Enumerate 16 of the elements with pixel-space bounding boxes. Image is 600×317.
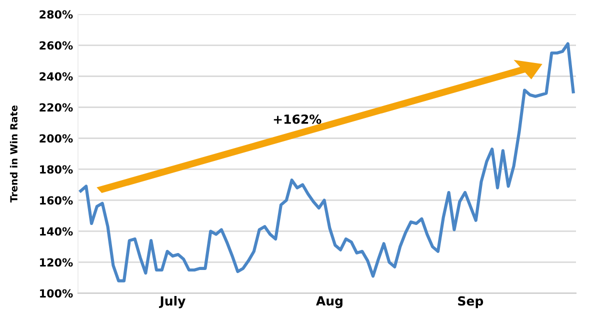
y-tick-label: 120% xyxy=(40,258,73,267)
y-tick-label: 240% xyxy=(40,72,73,81)
y-tick-label: 180% xyxy=(40,165,73,174)
x-tick-label: Aug xyxy=(316,296,342,308)
annotation: +162% xyxy=(274,114,322,124)
x-tick-label: July xyxy=(159,296,186,308)
y-tick-label: 160% xyxy=(40,196,73,205)
y-tick-label: 260% xyxy=(40,41,73,50)
y-tick-label: 100% xyxy=(40,289,73,298)
x-tick-label: Sep xyxy=(458,296,484,308)
y-tick-label: 140% xyxy=(40,227,73,236)
y-axis-title: Trend in Win Rate xyxy=(10,105,18,202)
y-tick-label: 200% xyxy=(40,134,73,143)
line-series xyxy=(79,42,575,282)
y-tick-label: 280% xyxy=(40,10,73,19)
y-tick-label: 220% xyxy=(40,103,73,112)
